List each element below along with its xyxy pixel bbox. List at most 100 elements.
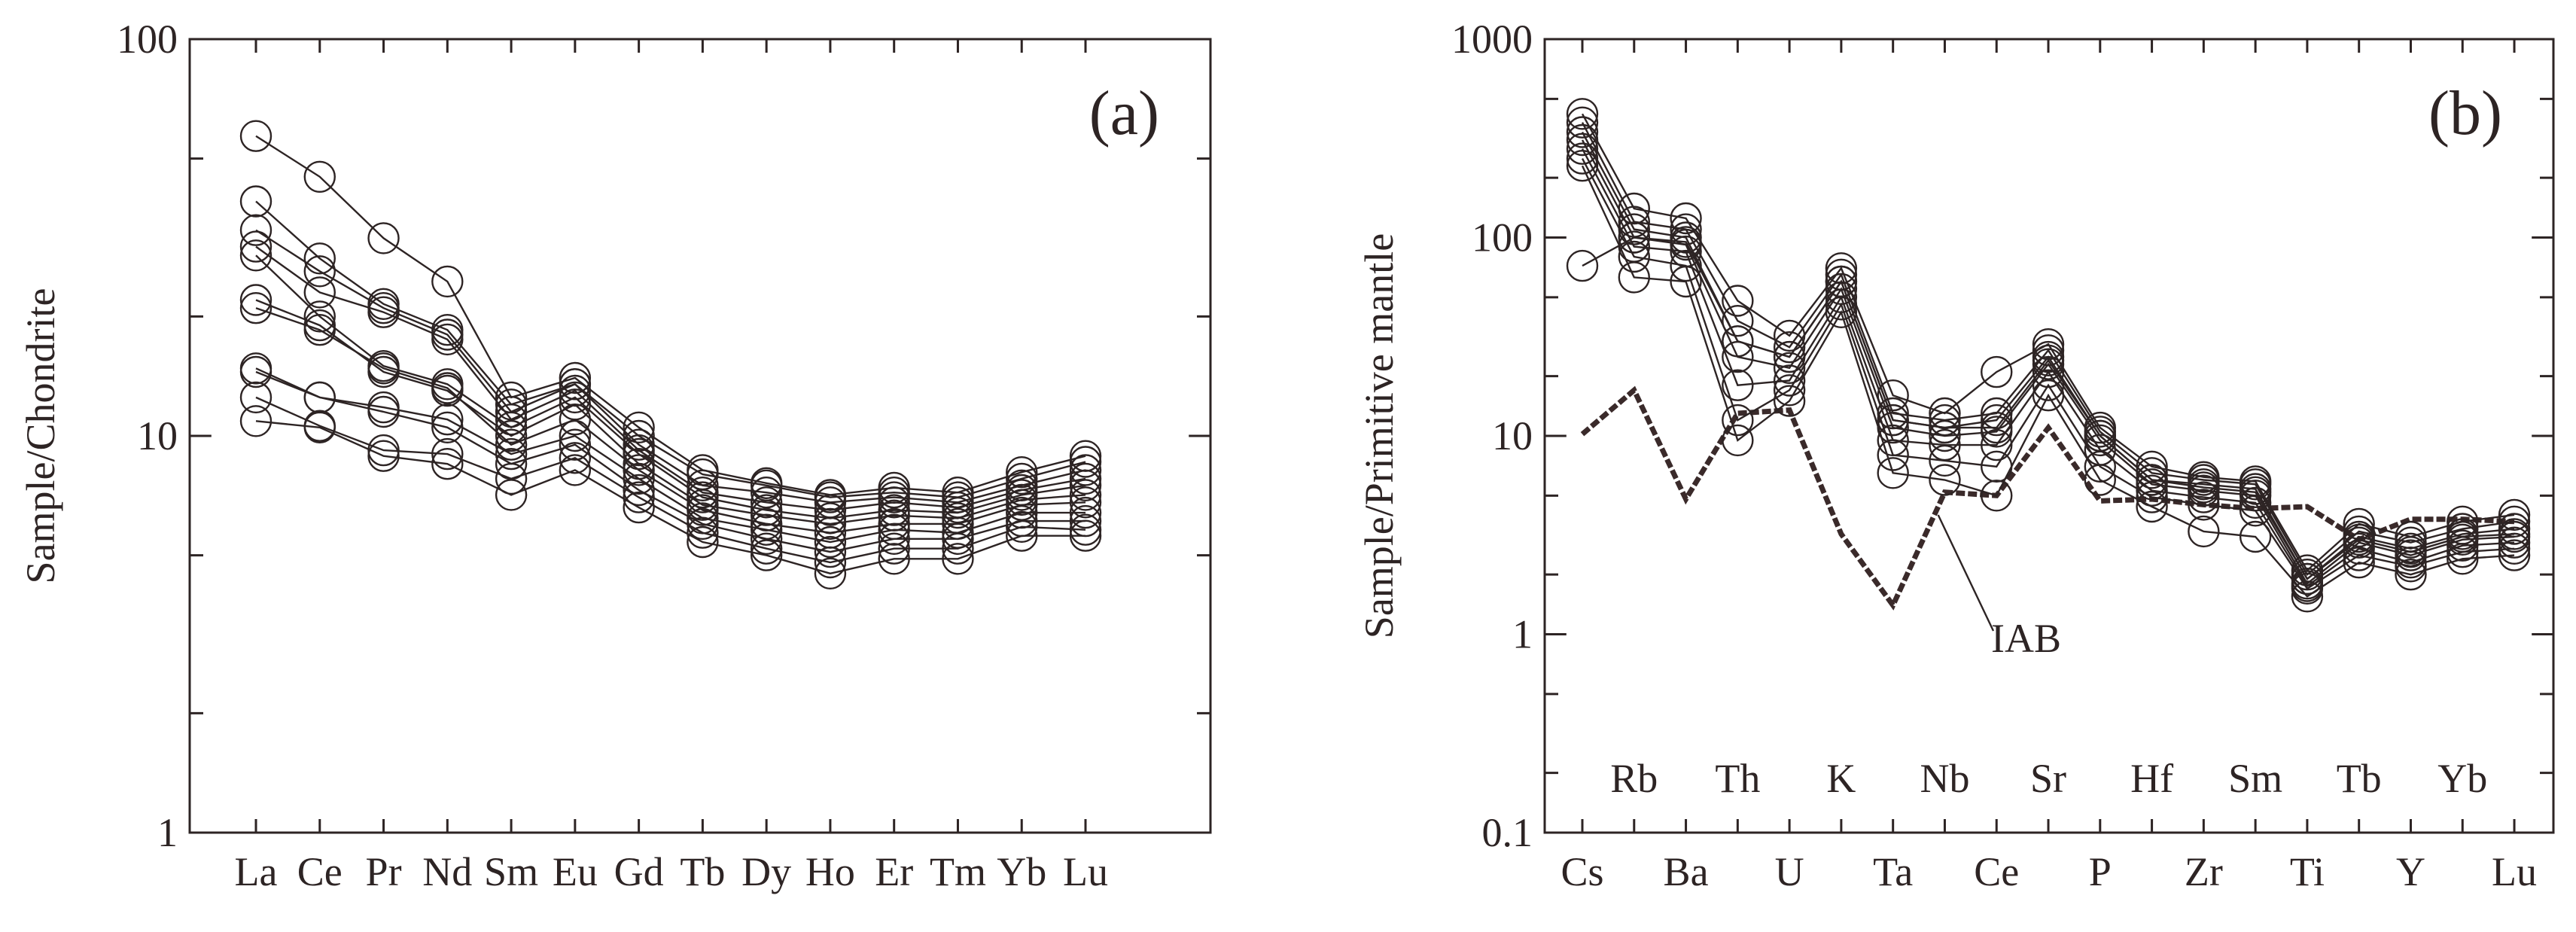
panel-b-series-8-point-ti xyxy=(2291,562,2324,595)
panel-b-series-2-point-cs xyxy=(1566,106,1599,139)
panel-b-series-2-point-tb xyxy=(2343,515,2375,548)
panel-b-series-5-point-ce xyxy=(1981,428,2013,461)
panel-b-y-tick-label: 1000 xyxy=(1451,17,1533,62)
panel-b-x-tick-label-ta: Ta xyxy=(1873,849,1913,894)
panel-b-series-6-point-zr xyxy=(2188,489,2220,521)
panel-a-series-10-point-yb xyxy=(1006,510,1038,543)
panel-b-iab-leader-line xyxy=(1937,514,1995,632)
panel-b-series-7-line xyxy=(1581,165,2515,598)
panel-a-series-1-point-ce xyxy=(303,160,336,193)
panel-b-series-7-point-lu xyxy=(2498,539,2531,571)
panel-b-series-4-point-cs xyxy=(1566,123,1599,157)
panel-a-series-2-point-la xyxy=(239,185,273,218)
panel-b-series-6-point-th xyxy=(1722,404,1754,437)
panel-a-series-4-point-dy xyxy=(750,486,783,519)
panel-b-series-7-point-ta xyxy=(1877,457,1909,489)
panel-a-series-6-line xyxy=(255,299,1086,525)
panel-a-series-5-point-dy xyxy=(750,494,783,526)
panel-a-series-8-point-nd xyxy=(431,404,464,436)
panel-b-labels: 0.1 1 10 100 1000 Cs Rb Ba Th U K Ta Nb Ce Sr P Hf Zr Sm Ti… xyxy=(1451,17,2537,894)
panel-a-series-11-point-la xyxy=(239,405,273,437)
panel-a-ticks xyxy=(190,38,1210,834)
panel-a-series-10-point-eu xyxy=(559,442,592,474)
panel-a-series-9 xyxy=(239,355,1102,568)
panel-b-series-1-point-lu xyxy=(2498,498,2531,531)
panel-a-series-1-point-eu xyxy=(559,361,592,394)
panel-a-series-6-point-la xyxy=(239,284,273,316)
panel-a-x-tick-label-yb: Yb xyxy=(997,849,1046,894)
panel-b-x-tick-label-ti: Ti xyxy=(2290,849,2325,894)
panel-b-series-1-point-cs xyxy=(1566,98,1599,130)
panel-a-series-5-point-la xyxy=(239,239,273,272)
panel-b-series-2-point-th xyxy=(1722,305,1754,337)
panel-b-series-7-point-ba xyxy=(1670,265,1702,298)
panel-a-series-11-point-lu xyxy=(1069,519,1102,552)
panel-a-series-7-point-gd xyxy=(623,454,655,486)
panel-a-series-10-point-la xyxy=(239,381,273,414)
panel-b-series-7-point-hf xyxy=(2136,490,2168,523)
panel-b-x-tick-label-hf: Hf xyxy=(2130,756,2173,801)
panel-a-labels: 1 10 100 La Ce Pr Nd Sm Eu Gd Tb Dy Ho Er Tm Yb Lu xyxy=(117,17,1108,894)
panel-a-series-2-point-lu xyxy=(1069,446,1102,478)
panel-a-series-4-point-lu xyxy=(1069,462,1102,495)
panel-b-plot-frame xyxy=(1543,38,2555,834)
panel-a-series-9-point-dy xyxy=(750,522,783,555)
panel-a-series-8-point-yb xyxy=(1006,496,1038,529)
panel-a-y-tick-label: 1 xyxy=(157,810,178,855)
panel-a-label: (a) xyxy=(1089,78,1159,148)
panel-a-series-7-point-la xyxy=(239,292,273,324)
panel-a-series-4-point-nd xyxy=(431,323,464,356)
panel-a-series-6-point-sm xyxy=(495,419,528,452)
panel-a-series-4-point-pr xyxy=(367,296,400,328)
panel-a-series-1-point-gd xyxy=(623,411,655,443)
panel-b-series-8-point-lu xyxy=(2498,518,2531,550)
panel-b-x-tick-label-zr: Zr xyxy=(2185,849,2223,894)
panel-a-series-11-point-eu xyxy=(559,454,592,486)
panel-a-series-11-point-tm xyxy=(942,543,974,575)
panel-a-x-tick-label-tm: Tm xyxy=(930,849,986,894)
panel-a-series-10-point-pr xyxy=(367,434,400,467)
panel-a-y-axis-label: Sample/Chondrite xyxy=(18,288,63,584)
panel-a-series-5-point-sm xyxy=(495,411,528,443)
panel-b-series-5-point-th xyxy=(1722,369,1754,401)
panel-a-x-tick-label-nd: Nd xyxy=(422,849,472,894)
panel-a-series-6-point-lu xyxy=(1069,479,1102,511)
panel-a-series-8-point-er xyxy=(878,513,910,546)
panel-a-series-11-point-sm xyxy=(495,479,528,511)
panel-a-series-10-point-er xyxy=(878,532,910,565)
panel-b-y-axis-label: Sample/Primitive mantle xyxy=(1357,233,1402,638)
panel-a-series-4-point-ho xyxy=(814,494,847,526)
panel-a-series-7-line xyxy=(255,307,1086,534)
panel-b-x-tick-label-ce: Ce xyxy=(1974,849,2019,894)
panel-a-series xyxy=(239,120,1102,589)
panel-b-series-8-point-ta xyxy=(1877,404,1909,437)
panel-b-series-5-point-sr xyxy=(2032,355,2065,388)
panel-b-series-8-point-k xyxy=(1825,265,1858,298)
panel-a: (a) Sample/Chondrite 1 10 100 La Ce Pr Nd Sm Eu G… xyxy=(18,17,1212,894)
panel-a-series-10-point-sm xyxy=(495,462,528,495)
panel-a-series-10-point-gd xyxy=(623,481,655,513)
panel-b-series-2-point-lu xyxy=(2498,505,2531,538)
panel-a-series-11-point-dy xyxy=(750,539,783,571)
panel-a-series-6 xyxy=(239,284,1102,541)
panel-b-series-8-point-yb xyxy=(2447,520,2479,553)
panel-a-series-4-point-eu xyxy=(559,374,592,407)
panel-a-series-10-point-lu xyxy=(1069,513,1102,546)
panel-b-label: (b) xyxy=(2428,78,2502,148)
panel-b-series-6-point-lu xyxy=(2498,532,2531,565)
panel-b-series-6-point-cs xyxy=(1566,142,1599,175)
panel-b-series-7-point-zr xyxy=(2188,515,2220,548)
panel-b-series-7 xyxy=(1566,149,2531,613)
panel-a-series-1-point-la xyxy=(239,120,273,152)
panel-a-series-8-point-sm xyxy=(495,437,528,471)
panel-a-series-11-point-ho xyxy=(814,557,847,589)
panel-b-y-tick-label: 10 xyxy=(1492,413,1533,458)
panel-b-ticks xyxy=(1545,38,2553,834)
panel-a-y-tick-label: 100 xyxy=(117,17,178,62)
panel-a-series-7-point-nd xyxy=(431,372,464,404)
panel-a-x-tick-label-sm: Sm xyxy=(484,849,538,894)
panel-b-x-tick-label-sr: Sr xyxy=(2030,756,2066,801)
panel-b-series-8-point-nb xyxy=(1929,411,1961,444)
panel-b-series-6-point-sr xyxy=(2032,369,2065,401)
panel-a-series-10-point-dy xyxy=(750,532,783,565)
